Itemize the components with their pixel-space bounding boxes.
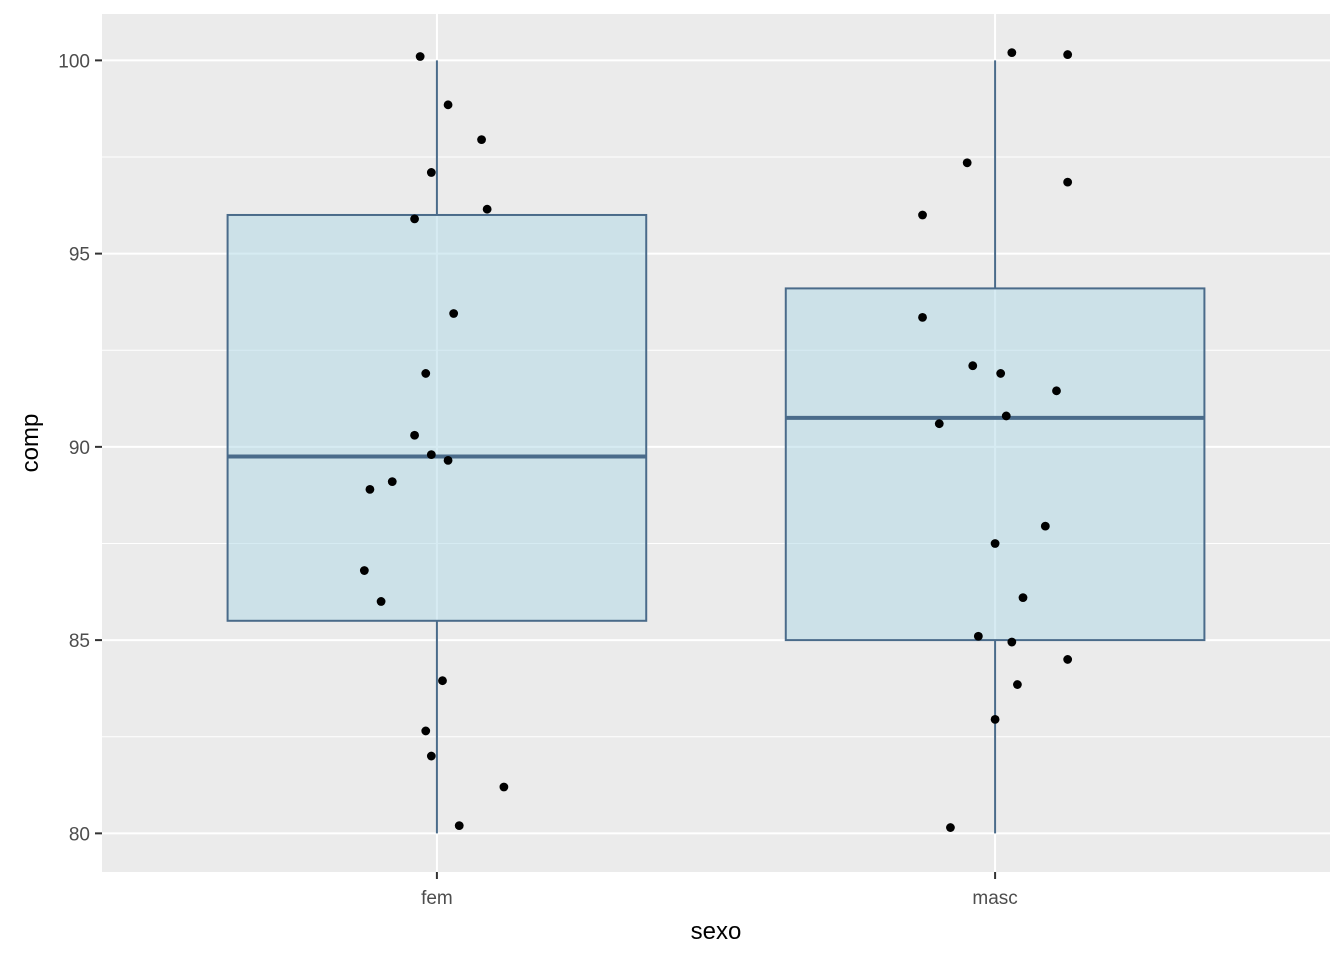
- y-tick-label: 95: [69, 245, 90, 266]
- data-point: [968, 361, 978, 371]
- data-point: [946, 823, 955, 832]
- data-point: [1013, 680, 1022, 689]
- y-tick-label: 85: [69, 631, 90, 652]
- data-point: [1018, 593, 1028, 602]
- points-layer: [359, 48, 1073, 832]
- data-point: [443, 100, 453, 110]
- data-point: [410, 214, 419, 224]
- x-axis: fem masc: [421, 872, 1018, 909]
- data-point: [387, 477, 397, 487]
- box-masc: [784, 60, 1206, 834]
- data-point: [1063, 655, 1073, 664]
- data-point: [426, 168, 436, 177]
- x-tick-label: masc: [972, 888, 1017, 909]
- data-point: [421, 726, 431, 736]
- box-iqr: [784, 287, 1206, 642]
- y-tick-label: 90: [69, 438, 90, 459]
- data-point: [410, 430, 419, 440]
- data-point: [1007, 48, 1017, 58]
- data-point: [996, 369, 1006, 378]
- data-point: [359, 566, 369, 575]
- y-axis-title: comp: [17, 414, 44, 473]
- data-point: [477, 135, 486, 145]
- y-axis: 80 85 90 95 100: [58, 51, 102, 845]
- data-point: [990, 714, 1000, 724]
- data-point: [482, 204, 492, 214]
- data-point: [1040, 521, 1050, 531]
- data-point: [426, 450, 436, 459]
- data-point: [499, 782, 509, 792]
- data-point: [438, 676, 447, 686]
- boxes-layer: [226, 60, 1206, 834]
- data-point: [421, 369, 431, 378]
- y-tick-label: 80: [69, 824, 90, 845]
- box-fem: [226, 60, 648, 834]
- data-point: [990, 539, 1000, 548]
- data-point: [1007, 637, 1017, 647]
- data-point: [365, 484, 375, 494]
- data-point: [1063, 50, 1073, 59]
- y-tick-label: 100: [58, 51, 90, 72]
- box-iqr: [226, 213, 648, 622]
- x-tick-label: fem: [421, 888, 453, 909]
- data-point: [918, 210, 927, 220]
- data-point: [1063, 177, 1073, 187]
- data-point: [918, 312, 927, 322]
- data-point: [962, 158, 972, 168]
- data-point: [443, 455, 453, 465]
- data-point: [376, 597, 386, 606]
- data-point: [454, 821, 464, 831]
- data-point: [1001, 411, 1011, 421]
- data-point: [449, 309, 459, 318]
- data-point: [415, 52, 425, 61]
- data-point: [1052, 386, 1061, 396]
- x-axis-title: sexo: [691, 918, 742, 945]
- data-point: [426, 751, 436, 761]
- data-point: [973, 631, 983, 641]
- data-point: [934, 419, 944, 429]
